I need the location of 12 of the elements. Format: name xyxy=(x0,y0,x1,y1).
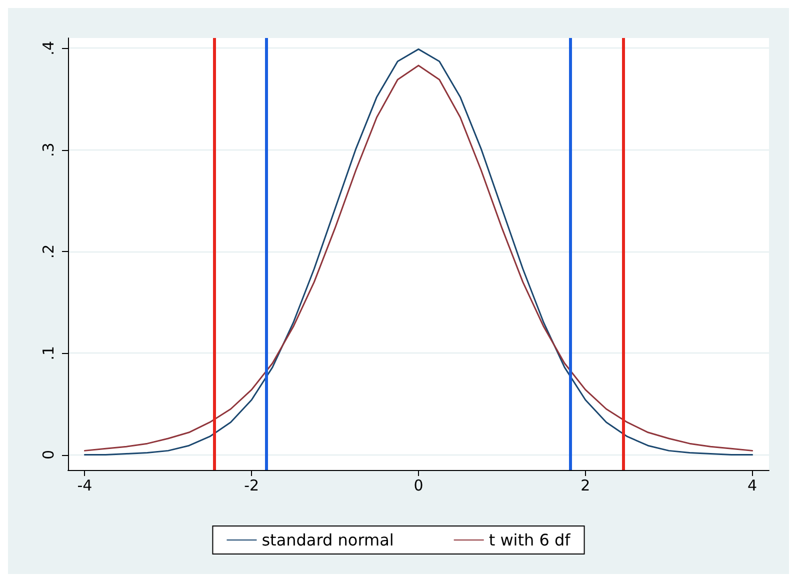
y-tick-label: .4 xyxy=(40,41,58,56)
x-tick-label: -4 xyxy=(77,476,92,494)
x-tick-label: 0 xyxy=(414,476,424,494)
x-tick-label: 2 xyxy=(580,476,590,494)
x-tick-label: 4 xyxy=(748,476,758,494)
y-tick-label: 0 xyxy=(40,450,58,460)
x-tick-label: -2 xyxy=(244,476,260,494)
legend-label: t with 6 df xyxy=(488,530,571,550)
y-tick-label: .1 xyxy=(40,346,58,360)
y-tick-label: .2 xyxy=(40,244,58,259)
y-tick-label: .3 xyxy=(40,142,58,157)
legend-label: standard normal xyxy=(262,530,394,550)
